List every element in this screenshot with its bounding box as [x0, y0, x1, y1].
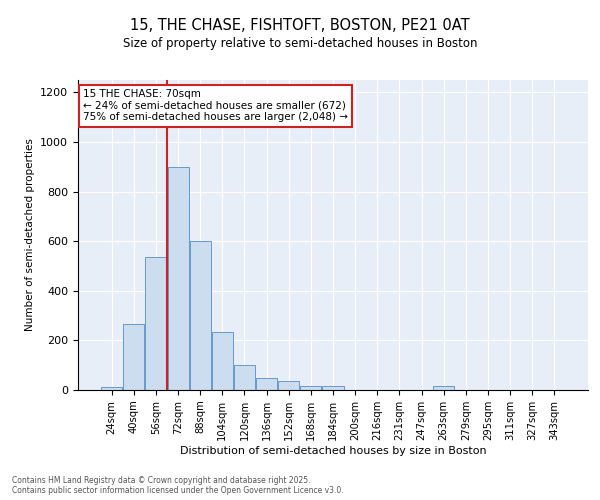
Text: Contains HM Land Registry data © Crown copyright and database right 2025.
Contai: Contains HM Land Registry data © Crown c… [12, 476, 344, 495]
Text: 15 THE CHASE: 70sqm
← 24% of semi-detached houses are smaller (672)
75% of semi-: 15 THE CHASE: 70sqm ← 24% of semi-detach… [83, 90, 348, 122]
Bar [101, 387, 122, 390]
Bar [234, 365, 255, 390]
Bar [145, 258, 166, 390]
Bar [301, 386, 322, 390]
Bar [256, 378, 277, 390]
Bar [190, 241, 211, 390]
Bar [167, 167, 188, 390]
Bar [433, 386, 454, 390]
Bar [212, 332, 233, 390]
Text: Size of property relative to semi-detached houses in Boston: Size of property relative to semi-detach… [123, 38, 477, 51]
Bar [124, 324, 145, 390]
Y-axis label: Number of semi-detached properties: Number of semi-detached properties [25, 138, 35, 332]
Text: 15, THE CHASE, FISHTOFT, BOSTON, PE21 0AT: 15, THE CHASE, FISHTOFT, BOSTON, PE21 0A… [130, 18, 470, 32]
X-axis label: Distribution of semi-detached houses by size in Boston: Distribution of semi-detached houses by … [179, 446, 487, 456]
Bar [278, 382, 299, 390]
Bar [322, 386, 344, 390]
